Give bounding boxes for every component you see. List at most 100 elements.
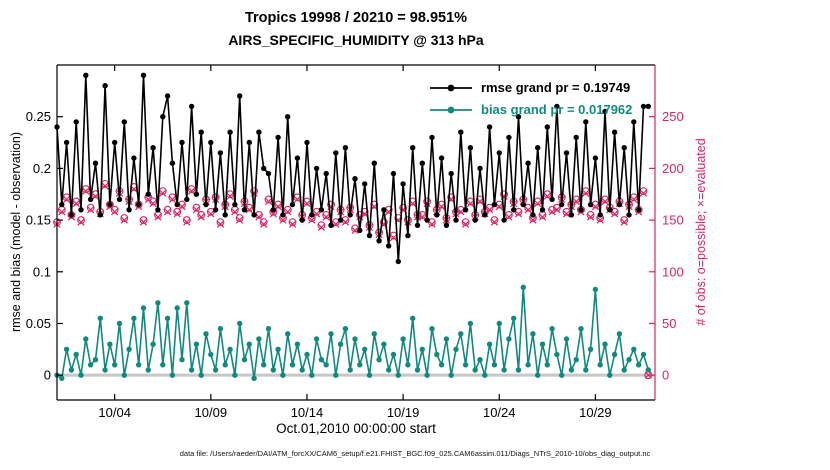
rmse-point <box>438 155 445 161</box>
obs-evaluated-marker <box>149 199 157 208</box>
obs-evaluated-marker <box>351 226 359 235</box>
rmse-point <box>636 207 642 213</box>
obs-possible-marker <box>504 210 513 219</box>
bias-point <box>304 351 310 358</box>
rmse-line <box>56 75 649 262</box>
bias-point <box>73 351 79 358</box>
obs-evaluated-marker <box>197 213 205 221</box>
bias-point <box>607 372 613 378</box>
rmse-point <box>434 212 440 218</box>
rmse-point <box>506 134 512 141</box>
bias-point <box>424 372 430 378</box>
rmse-point <box>155 207 161 213</box>
bias-point <box>631 346 637 352</box>
obs-evaluated-marker <box>486 206 494 214</box>
rmse-point <box>496 150 502 156</box>
rmse-point <box>631 119 637 125</box>
rmse-point <box>285 114 291 120</box>
rmse-point <box>136 201 142 208</box>
rmse-point <box>453 217 459 223</box>
bias-point <box>573 357 579 363</box>
obs-possible-marker <box>288 218 297 227</box>
bias-point <box>313 336 320 342</box>
rmse-point <box>419 160 425 166</box>
bias-point <box>227 346 233 352</box>
obs-evaluated-marker <box>226 192 234 200</box>
bias-point <box>352 336 358 342</box>
bias-point <box>525 362 531 368</box>
bias-point <box>554 351 560 358</box>
obs-evaluated-marker <box>62 195 71 204</box>
bias-point <box>275 346 281 352</box>
bias-point <box>482 372 488 378</box>
rmse-point <box>592 155 599 161</box>
rmse-point <box>352 176 358 182</box>
bias-point <box>390 351 397 358</box>
y-right-tick-label: 150 <box>662 213 684 228</box>
rmse-point <box>414 222 421 228</box>
rmse-point <box>390 170 397 177</box>
bias-point <box>400 336 406 342</box>
obs-evaluated-marker <box>534 199 542 208</box>
rmse-point <box>107 201 113 208</box>
bias-point <box>198 372 204 378</box>
obs-evaluated-marker <box>644 371 652 379</box>
rmse-point <box>227 129 233 135</box>
obs-evaluated-marker <box>187 187 196 195</box>
rmse-point <box>203 201 209 208</box>
bias-point <box>179 357 185 363</box>
rmse-point <box>472 217 478 223</box>
bias-point <box>155 300 161 306</box>
data-file-caption: data file: /Users/raeder/DAI/ATM_forcXX/… <box>179 449 651 458</box>
bias-point <box>160 362 166 368</box>
y-right-tick-label: 200 <box>662 161 684 176</box>
y-left-tick-label: 0.25 <box>26 109 51 124</box>
bias-point <box>121 372 128 378</box>
rmse-point <box>477 165 483 172</box>
bias-point <box>333 372 339 378</box>
bias-point <box>645 367 651 373</box>
rmse-point <box>83 72 89 79</box>
bias-point <box>458 331 464 337</box>
rmse-point <box>313 165 320 172</box>
rmse-point <box>222 212 228 218</box>
obs-evaluated-marker <box>639 189 648 197</box>
bias-point <box>568 367 575 373</box>
bias-point <box>256 336 262 342</box>
bias-point <box>386 367 392 373</box>
rmse-point <box>328 222 334 228</box>
rmse-point <box>520 201 526 208</box>
rmse-point <box>386 243 392 249</box>
obs-evaluated-marker <box>144 195 152 204</box>
obs-evaluated-marker <box>111 208 119 216</box>
bias-point <box>511 315 517 321</box>
bias-point <box>587 346 594 352</box>
x-tick-label: 10/19 <box>387 405 420 420</box>
rmse-point <box>371 160 377 166</box>
obs-evaluated-marker <box>274 203 282 211</box>
rmse-point <box>97 212 104 218</box>
rmse-point <box>280 212 286 218</box>
rmse-point <box>578 207 584 213</box>
obs-evaluated-marker <box>255 213 263 221</box>
bias-point <box>107 341 113 347</box>
y-left-tick-label: 0.2 <box>33 161 51 176</box>
bias-point <box>285 331 291 337</box>
rmse-point <box>362 181 368 187</box>
obs-evaluated-marker <box>264 197 273 206</box>
rmse-point <box>525 160 531 166</box>
obs-evaluated-marker <box>260 220 268 228</box>
rmse-point <box>78 207 84 213</box>
bias-point <box>371 331 377 337</box>
rmse-point <box>126 207 132 213</box>
rmse-point <box>559 201 565 208</box>
bias-point <box>131 315 137 321</box>
bias-point <box>626 357 632 363</box>
obs-possible-marker <box>552 203 561 212</box>
bias-point <box>578 326 584 332</box>
obs-evaluated-marker <box>317 223 326 231</box>
bias-point <box>438 362 445 368</box>
bias-point <box>410 315 416 321</box>
bias-point <box>501 367 507 373</box>
